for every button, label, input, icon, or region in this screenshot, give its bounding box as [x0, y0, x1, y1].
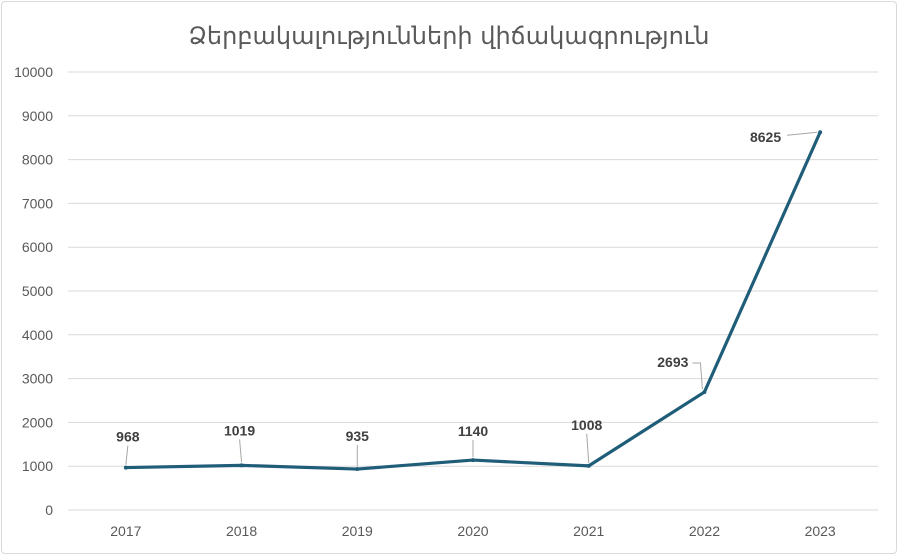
- data-point: [702, 390, 707, 395]
- y-tick-label: 10000: [14, 64, 53, 80]
- y-tick-label: 0: [45, 502, 53, 518]
- data-label: 1019: [224, 422, 255, 438]
- data-label: 2693: [657, 354, 688, 370]
- data-label: 8625: [750, 129, 781, 145]
- data-point: [355, 467, 360, 472]
- x-tick-label: 2020: [457, 523, 488, 539]
- series-group: [123, 130, 823, 472]
- y-tick-label: 8000: [22, 152, 53, 168]
- data-label: 968: [116, 429, 140, 445]
- data-point: [818, 130, 823, 135]
- x-tick-label: 2021: [573, 523, 604, 539]
- y-tick-label: 2000: [22, 414, 53, 430]
- y-axis: 0 1000 2000 3000 4000 5000 6000 7000 8000 9000 100…: [14, 64, 53, 518]
- x-tick-label: 2023: [805, 523, 836, 539]
- series-line: [124, 130, 822, 471]
- data-label: 935: [346, 428, 370, 444]
- x-tick-label: 2022: [689, 523, 720, 539]
- x-axis: 2017 2018 2019 2020 2021 2022 2023: [110, 523, 836, 539]
- data-label: 1140: [458, 423, 489, 439]
- data-label: 1008: [571, 417, 602, 433]
- y-tick-label: 6000: [22, 239, 53, 255]
- data-point: [239, 463, 244, 468]
- label-leader-line: [586, 433, 590, 463]
- data-point: [586, 463, 591, 468]
- y-tick-label: 1000: [22, 458, 53, 474]
- label-leader-line: [239, 439, 243, 463]
- label-leader-line: [692, 362, 703, 390]
- chart-title: Ձերբակալությունների վիճակագրություն: [189, 22, 710, 50]
- y-tick-label: 9000: [22, 108, 53, 124]
- label-leader-line: [125, 445, 129, 465]
- data-point: [471, 458, 475, 463]
- x-tick-label: 2018: [226, 523, 257, 539]
- y-tick-label: 5000: [22, 283, 53, 299]
- label-leader-line: [787, 131, 818, 136]
- x-tick-label: 2017: [110, 523, 141, 539]
- x-tick-label: 2019: [342, 523, 373, 539]
- y-tick-label: 7000: [22, 195, 53, 211]
- y-tick-label: 3000: [22, 371, 53, 387]
- y-tick-label: 4000: [22, 327, 53, 343]
- data-labels: 968 1019 935 1140 1008 2693 8625: [116, 129, 818, 467]
- data-point: [123, 465, 128, 470]
